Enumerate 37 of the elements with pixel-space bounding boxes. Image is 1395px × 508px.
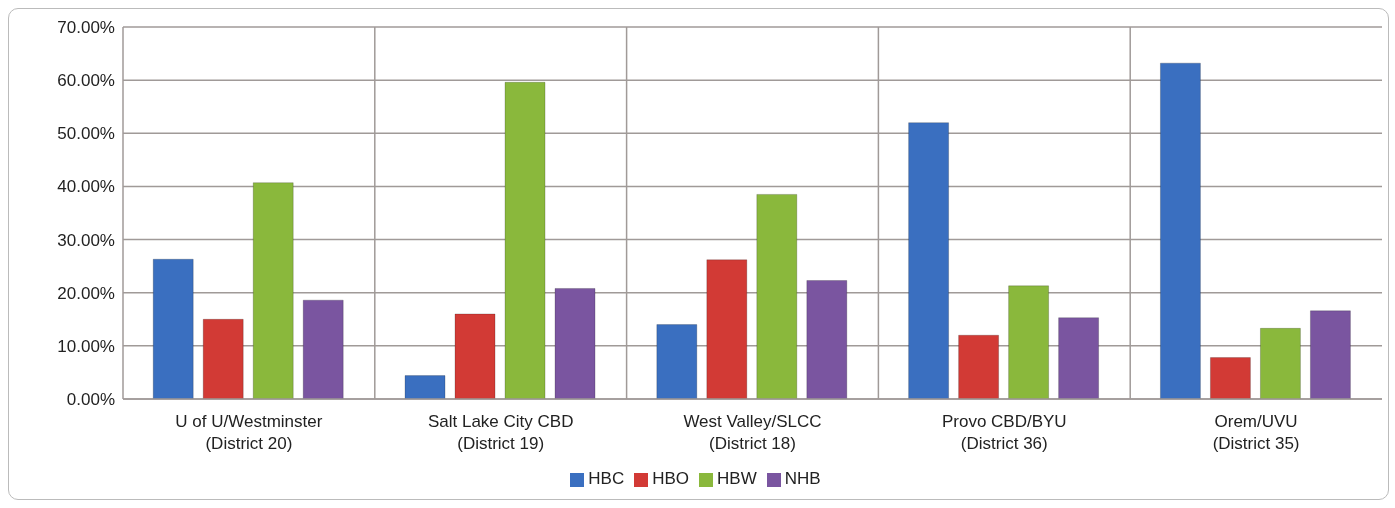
legend-label: HBW [717, 469, 757, 488]
bar [656, 324, 698, 399]
bar [908, 122, 950, 399]
y-tick-label: 10.00% [57, 336, 115, 356]
bar [504, 81, 546, 399]
y-tick-label: 30.00% [57, 230, 115, 250]
bar [806, 279, 848, 399]
bar [1159, 62, 1201, 399]
y-tick-label: 70.00% [57, 18, 115, 38]
bar [1058, 317, 1100, 399]
y-tick-label: 0.00% [66, 390, 115, 410]
bar [756, 193, 798, 399]
bar [554, 287, 596, 399]
bar [1309, 310, 1351, 399]
bar [252, 182, 294, 399]
x-tick-label: Salt Lake City CBD (District 19) [427, 412, 574, 453]
bar [706, 259, 748, 399]
x-tick-label: West Valley/SLCC (District 18) [683, 412, 822, 453]
x-tick-label: U of U/Westminster (District 20) [175, 412, 323, 453]
y-tick-label: 50.00% [57, 124, 115, 144]
y-tick-label: 20.00% [57, 283, 115, 303]
bar [404, 375, 446, 399]
legend-label: HBO [652, 469, 690, 488]
legend-label: HBC [588, 469, 625, 488]
bar [1259, 327, 1301, 399]
bar [302, 299, 344, 399]
bar [1008, 285, 1050, 399]
y-tick-label: 40.00% [57, 177, 115, 197]
legend-label: NHB [784, 469, 821, 488]
bar [152, 258, 194, 399]
x-tick-label: Orem/UVU (District 35) [1212, 412, 1300, 453]
bar [454, 313, 496, 399]
x-tick-label: Provo CBD/BYU (District 36) [941, 412, 1067, 453]
y-tick-label: 60.00% [57, 71, 115, 91]
bar [958, 334, 1000, 399]
bar [202, 318, 244, 399]
bar [1209, 357, 1251, 399]
